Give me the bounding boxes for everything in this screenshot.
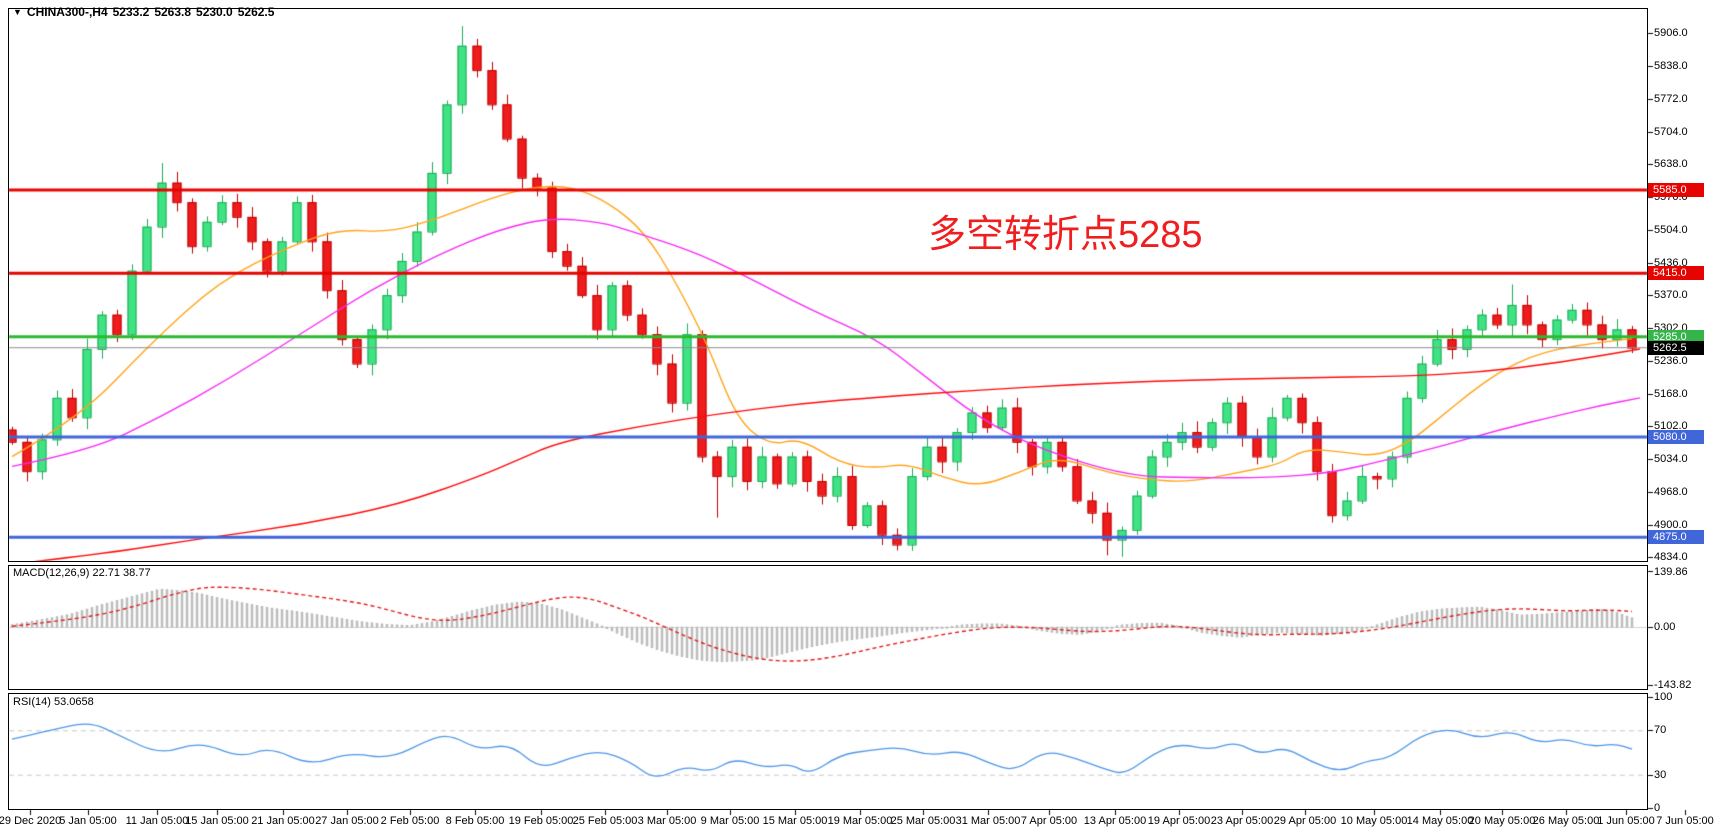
time-tick-label: 9 Mar 05:00 bbox=[700, 815, 760, 827]
symbol-timeframe-label: CHINA300-,H4 bbox=[26, 5, 108, 19]
price-tick-label: 5102.0 bbox=[1654, 420, 1688, 433]
time-tick-label: 2 Feb 05:00 bbox=[380, 815, 440, 827]
time-tick-label: 19 Apr 05:00 bbox=[1147, 815, 1211, 827]
price-level-badge: 5585.0 bbox=[1648, 182, 1704, 197]
macd-tick-label: -143.82 bbox=[1654, 678, 1692, 691]
time-tick-label: 8 Feb 05:00 bbox=[445, 815, 505, 827]
rsi-tick-label: 70 bbox=[1654, 724, 1667, 737]
rsi-tick-label: 0 bbox=[1654, 802, 1661, 814]
macd-label: MACD(12,26,9) 22.71 38.77 bbox=[13, 567, 151, 579]
price-tick-label: 5704.0 bbox=[1654, 125, 1688, 138]
time-tick-label: 7 Jun 05:00 bbox=[1656, 815, 1714, 827]
price-tick-label: 4968.0 bbox=[1654, 485, 1688, 498]
price-tick-label: 5034.0 bbox=[1654, 453, 1688, 466]
time-tick-label: 14 May 05:00 bbox=[1406, 815, 1474, 827]
rsi-tick-label: 30 bbox=[1654, 768, 1667, 781]
time-tick-label: 25 Mar 05:00 bbox=[890, 815, 956, 827]
chart-header: ▼ CHINA300-,H4 5233.2 5263.8 5230.0 5262… bbox=[13, 5, 274, 19]
price-tick-label: 5236.0 bbox=[1654, 354, 1688, 367]
time-tick-label: 29 Dec 2020 bbox=[0, 815, 62, 827]
time-tick-label: 20 May 05:00 bbox=[1468, 815, 1536, 827]
price-tick-label: 4900.0 bbox=[1654, 519, 1688, 531]
time-tick-label: 26 May 05:00 bbox=[1532, 815, 1600, 827]
time-tick-label: 1 Jun 05:00 bbox=[1597, 815, 1655, 827]
price-tick-label: 5436.0 bbox=[1654, 256, 1688, 269]
time-tick-label: 15 Mar 05:00 bbox=[762, 815, 828, 827]
time-tick-label: 13 Apr 05:00 bbox=[1083, 815, 1147, 827]
price-level-badge: 5285.0 bbox=[1648, 329, 1704, 344]
price-tick-label: 5906.0 bbox=[1654, 27, 1688, 39]
time-tick-label: 7 Apr 05:00 bbox=[1020, 815, 1078, 827]
ohlc-high-value: 5263.8 bbox=[154, 5, 192, 19]
macd-tick-label: 139.86 bbox=[1654, 566, 1688, 578]
price-tick-label: 5370.0 bbox=[1654, 289, 1688, 302]
time-tick-label: 29 Apr 05:00 bbox=[1273, 815, 1337, 827]
time-tick-label: 3 Mar 05:00 bbox=[637, 815, 697, 827]
panel-splitter-macd[interactable] bbox=[0, 561, 1722, 565]
chart-text-annotation[interactable]: 多空转折点5285 bbox=[928, 214, 1203, 256]
price-tick-label: 5168.0 bbox=[1654, 387, 1688, 400]
time-tick-label: 31 Mar 05:00 bbox=[955, 815, 1021, 827]
price-tick-label: 4834.0 bbox=[1654, 551, 1688, 564]
price-level-badge: 5415.0 bbox=[1648, 266, 1704, 281]
time-tick-label: 25 Feb 05:00 bbox=[572, 815, 638, 827]
time-tick-label: 19 Feb 05:00 bbox=[508, 815, 574, 827]
price-tick-label: 5504.0 bbox=[1654, 223, 1688, 236]
time-tick-label: 27 Jan 05:00 bbox=[315, 815, 379, 827]
rsi-tick-label: 100 bbox=[1654, 691, 1673, 703]
panel-splitter-rsi[interactable] bbox=[0, 689, 1722, 693]
time-tick-label: 19 Mar 05:00 bbox=[827, 815, 893, 827]
price-tick-label: 5772.0 bbox=[1654, 92, 1688, 105]
time-tick-label: 5 Jan 05:00 bbox=[59, 815, 117, 827]
price-tick-label: 5838.0 bbox=[1654, 60, 1688, 73]
ohlc-low-value: 5230.0 bbox=[196, 5, 233, 19]
price-level-badge: 4875.0 bbox=[1648, 530, 1704, 545]
macd-tick-label: 0.00 bbox=[1654, 621, 1676, 633]
price-level-badge: 5080.0 bbox=[1648, 429, 1704, 444]
price-level-badge: 5262.5 bbox=[1648, 340, 1704, 355]
time-tick-label: 11 Jan 05:00 bbox=[125, 815, 189, 827]
price-tick-label: 5638.0 bbox=[1654, 158, 1688, 171]
time-tick-label: 15 Jan 05:00 bbox=[185, 815, 249, 827]
ohlc-close-value: 5262.5 bbox=[237, 5, 275, 19]
rsi-label: RSI(14) 53.0658 bbox=[13, 696, 94, 708]
collapse-chart-icon[interactable]: ▼ bbox=[13, 7, 22, 17]
time-tick-label: 23 Apr 05:00 bbox=[1210, 815, 1274, 827]
time-tick-label: 10 May 05:00 bbox=[1340, 815, 1408, 827]
ohlc-open-value: 5233.2 bbox=[112, 5, 150, 19]
time-tick-label: 21 Jan 05:00 bbox=[251, 815, 315, 827]
